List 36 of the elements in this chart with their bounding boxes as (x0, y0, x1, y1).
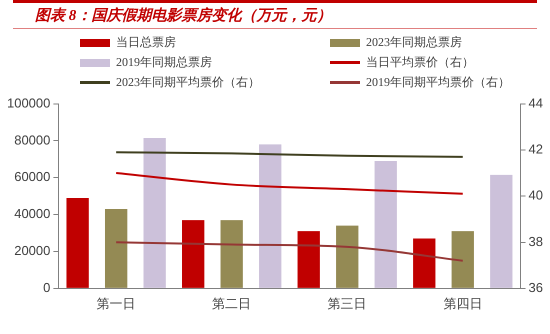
legend-label: 当日平均票价（右） (366, 54, 474, 71)
y-tick-label: 80000 (14, 132, 50, 148)
y2-tick-label: 42 (528, 142, 544, 157)
bar (298, 231, 320, 288)
legend-label: 2023年同期平均票价（右） (116, 74, 260, 91)
y2-tick-label: 44 (528, 95, 544, 110)
legend-label: 2023年同期总票房 (366, 34, 462, 51)
x-tick-label: 第四日 (443, 296, 482, 311)
bar (259, 144, 282, 288)
bar (143, 138, 166, 288)
x-tick-label: 第二日 (212, 296, 252, 311)
bar (104, 209, 128, 288)
y2-tick-label: 40 (528, 188, 544, 203)
y-tick-label: 40000 (14, 206, 50, 222)
y2-tick-label: 36 (528, 280, 544, 295)
x-tick-label: 第三日 (328, 296, 367, 311)
bar (220, 220, 243, 288)
bar (336, 226, 358, 288)
bar (66, 198, 89, 288)
line-series (115, 172, 464, 195)
y-tick-label: 0 (43, 280, 50, 295)
bar (413, 238, 436, 288)
legend-label: 2019年同期总票房 (116, 54, 212, 71)
bar (490, 174, 512, 288)
bar (452, 231, 474, 288)
bar (374, 161, 397, 288)
legend-label: 2019年同期平均票价（右） (366, 74, 510, 91)
chart-title: 图表 8：国庆假期电影票房变化（万元，元） (13, 3, 537, 29)
y-tick-label: 100000 (6, 95, 50, 110)
x-tick-label: 第一日 (96, 296, 136, 311)
y2-tick-label: 38 (528, 234, 544, 249)
bar (182, 220, 204, 288)
line-series (115, 241, 464, 262)
legend-label: 当日总票房 (116, 34, 176, 51)
y-tick-label: 60000 (14, 169, 50, 184)
y-tick-label: 20000 (14, 243, 50, 258)
